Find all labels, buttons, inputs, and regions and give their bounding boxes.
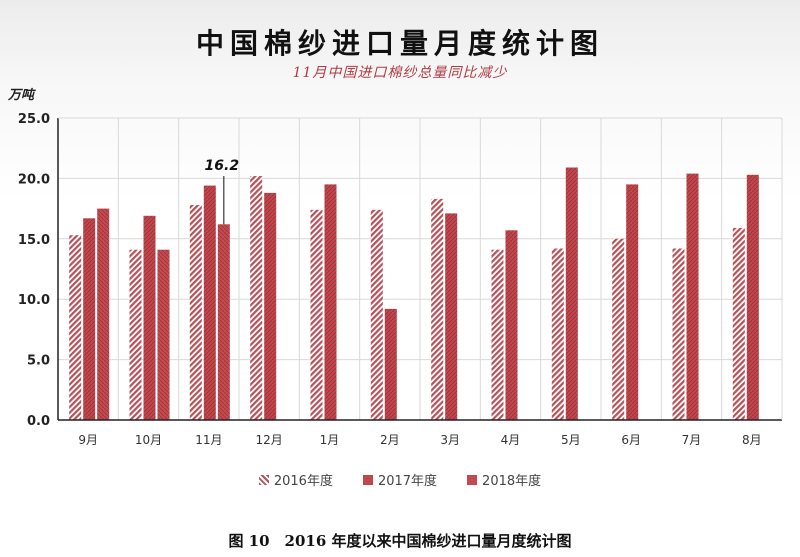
x-tick-label: 8月 (742, 433, 762, 447)
legend-label-2017: 2017年度 (377, 474, 438, 489)
bar-2016年度-5月 (551, 248, 564, 420)
chart-subtitle: 11月中国进口棉纱总量同比减少 (292, 65, 508, 81)
legend-swatch-2018 (467, 474, 478, 485)
data-label: 16.2 (205, 158, 240, 174)
bar-2017年度-7月 (686, 173, 699, 420)
x-tick-label: 5月 (561, 433, 581, 447)
chart-title: 中国棉纱进口量月度统计图 (195, 27, 604, 60)
bar-2017年度-12月 (264, 192, 277, 420)
legend-item-2016: 2016年度 (258, 470, 333, 489)
bar-2017年度-1月 (324, 184, 337, 420)
x-tick-label: 7月 (682, 433, 702, 447)
x-tick-label: 12月 (256, 433, 283, 447)
bar-2017年度-4月 (505, 230, 518, 420)
bar-2016年度-10月 (129, 249, 142, 420)
chart-panel: 中国棉纱进口量月度统计图 11月中国进口棉纱总量同比减少 万吨 0.0 5.0 10… (0, 0, 800, 518)
bar-2017年度-5月 (565, 167, 578, 420)
x-tick-label: 1月 (320, 433, 340, 447)
x-tick-label: 4月 (501, 433, 521, 447)
x-tick-label: 11月 (195, 433, 222, 447)
y-tick-label: 5.0 (27, 354, 50, 369)
figure-caption: 图 10 2016 年度以来中国棉纱进口量月度统计图 (228, 532, 572, 550)
legend-item-2018: 2018年度 (467, 470, 541, 489)
bar-2016年度-3月 (431, 198, 444, 420)
legend-item-2017: 2017年度 (362, 470, 438, 489)
y-tick-label: 20.0 (18, 172, 50, 187)
bar-2016年度-9月 (69, 235, 82, 420)
y-tick-label: 25.0 (18, 112, 50, 127)
y-tick-label: 0.0 (27, 414, 50, 429)
bar-2017年度-9月 (83, 218, 96, 420)
x-tick-label: 2月 (380, 433, 400, 447)
bar-2017年度-6月 (626, 184, 639, 420)
legend-label-2016: 2016年度 (273, 474, 333, 489)
bar-2016年度-6月 (612, 238, 625, 420)
bar-2017年度-2月 (384, 308, 397, 420)
y-tick-label: 15.0 (18, 233, 50, 248)
bar-2016年度-4月 (491, 249, 504, 420)
legend-label-2018: 2018年度 (482, 474, 542, 489)
x-tick-label: 3月 (440, 433, 460, 447)
bar-2016年度-12月 (250, 176, 263, 420)
x-tick-label: 10月 (135, 433, 162, 447)
bar-2017年度-3月 (445, 213, 458, 420)
bar-2017年度-11月 (203, 185, 216, 420)
bar-2016年度-7月 (672, 248, 685, 420)
bar-chart: 0.0 5.0 10.0 15.0 20.0 25.0 9月 10月 11月 12月 1月 2月 3月 4… (18, 112, 783, 447)
bar-2016年度-2月 (370, 209, 383, 420)
bar-2016年度-11月 (189, 205, 202, 420)
bar-2016年度-8月 (732, 227, 745, 420)
legend: 2016年度 2017年度 2018年度 (0, 470, 800, 489)
legend-swatch-2016 (258, 474, 269, 485)
bar-2018年度-11月 (217, 224, 230, 420)
bar-2017年度-10月 (143, 215, 156, 420)
bar-2018年度-9月 (97, 208, 110, 420)
bar-2017年度-8月 (746, 174, 759, 420)
legend-swatch-2017 (362, 474, 373, 485)
y-axis-unit: 万吨 (8, 88, 35, 103)
x-tick-label: 9月 (78, 433, 98, 447)
bar-2018年度-10月 (157, 249, 170, 420)
x-tick-label: 6月 (621, 433, 641, 447)
bar-2016年度-1月 (310, 209, 323, 420)
y-tick-label: 10.0 (18, 293, 50, 308)
